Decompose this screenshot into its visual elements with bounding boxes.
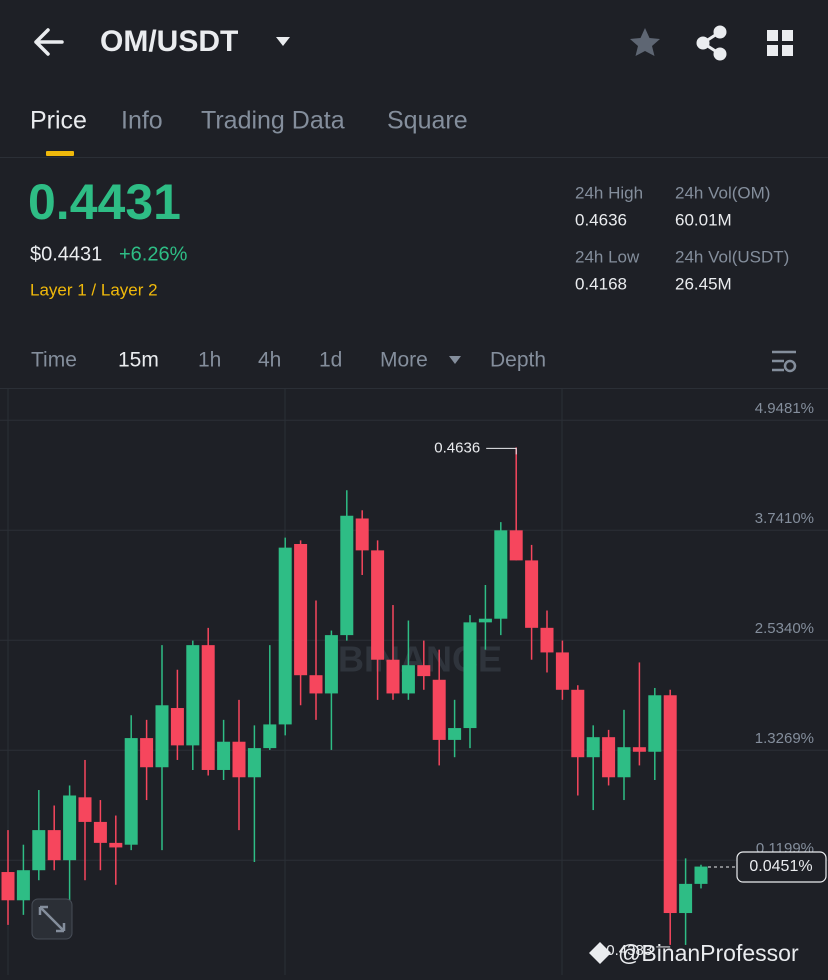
tab[interactable]: Info	[121, 107, 163, 135]
candle-body	[371, 550, 385, 660]
stat-value: 0.4168	[575, 274, 627, 293]
interval[interactable]: 4h	[258, 349, 281, 372]
candle-body	[386, 659, 400, 694]
price-change: +6.26%	[119, 243, 188, 265]
candle-body	[355, 518, 369, 551]
stat-value: 26.45M	[675, 274, 732, 293]
candle-body	[663, 695, 677, 914]
stat-label: 24h Low	[575, 247, 640, 266]
candle-body	[109, 842, 123, 848]
candle-body	[140, 738, 154, 768]
interval[interactable]: 15m	[118, 349, 159, 372]
current-price-box	[736, 851, 827, 883]
stat-value: 60.01M	[675, 210, 732, 229]
candle-body	[417, 665, 431, 677]
candle-body	[309, 675, 323, 694]
candle-body	[494, 530, 508, 619]
high-marker: 0.4636	[434, 439, 480, 456]
candle-body	[278, 547, 292, 725]
stat-value: 0.4636	[575, 210, 627, 229]
candle-body	[463, 622, 477, 729]
high-marker-line	[486, 447, 517, 455]
tags[interactable]: Layer 1 / Layer 2	[30, 280, 158, 299]
y-tick-label: 4.9481%	[755, 400, 814, 417]
tab[interactable]: Trading Data	[201, 107, 345, 135]
candle-body	[478, 618, 492, 623]
chart-settings-icon[interactable]	[772, 350, 797, 373]
candle-body	[540, 627, 554, 653]
candle-body	[247, 748, 261, 778]
interval[interactable]: More	[380, 349, 428, 372]
candle-body	[232, 741, 246, 778]
tab[interactable]: Square	[387, 107, 468, 135]
candle-body	[509, 530, 523, 561]
candle-body	[602, 737, 616, 778]
interval[interactable]: 1d	[319, 349, 342, 372]
candle-body	[324, 635, 338, 694]
back-button[interactable]	[34, 28, 64, 56]
candle-body	[32, 830, 46, 871]
candle-body	[617, 747, 631, 778]
candle-body	[47, 830, 61, 861]
y-tick-label: 2.5340%	[755, 620, 814, 637]
candle-body	[632, 747, 646, 752]
y-tick-label: 3.7410%	[755, 510, 814, 527]
candle-body	[679, 883, 693, 914]
credit: @BinanProfessor	[618, 940, 799, 966]
candle-body	[555, 652, 569, 690]
candle-body	[401, 665, 415, 694]
candle-body	[294, 543, 308, 676]
usd-price: $0.4431	[30, 243, 102, 265]
menu-icon[interactable]	[767, 30, 793, 56]
candle-body	[432, 679, 446, 740]
candle-body	[63, 795, 77, 861]
stat-label: 24h Vol(USDT)	[675, 247, 789, 266]
interval[interactable]: 1h	[198, 349, 221, 372]
candle-body	[340, 515, 354, 636]
candle-body	[1, 872, 15, 901]
current-price-label: 0.0451%	[749, 858, 812, 875]
candle-body	[217, 741, 231, 770]
candle-body	[186, 645, 200, 746]
stat-label: 24h Vol(OM)	[675, 183, 770, 202]
y-tick-label: 1.3269%	[755, 730, 814, 747]
candle-body	[78, 797, 92, 822]
candle-body	[170, 708, 184, 746]
candle-body	[16, 870, 30, 901]
interval[interactable]: Depth	[490, 349, 546, 372]
candle-body	[448, 728, 462, 740]
more-dropdown[interactable]	[449, 356, 461, 364]
low-marker: 0.4383	[606, 942, 652, 959]
pair-dropdown[interactable]	[276, 37, 290, 46]
tab-indicator	[46, 151, 74, 156]
pair-title[interactable]: OM/USDT	[100, 25, 238, 58]
tab[interactable]: Price	[30, 107, 87, 135]
last-price: 0.4431	[28, 174, 181, 230]
candle-body	[525, 560, 539, 628]
candle-body	[648, 695, 662, 752]
favorite-icon[interactable]	[630, 28, 660, 56]
candle-body	[694, 866, 708, 884]
interval[interactable]: Time	[31, 349, 77, 372]
candle-body	[263, 724, 277, 749]
candle-body	[124, 738, 138, 845]
candle-body	[201, 645, 215, 770]
credit-logo	[589, 942, 611, 964]
candle-body	[155, 705, 169, 768]
share-icon[interactable]	[696, 25, 727, 61]
stat-label: 24h High	[575, 183, 643, 202]
candle-body	[571, 689, 585, 758]
candle-body	[586, 737, 600, 758]
candle-body	[93, 821, 107, 843]
expand-button[interactable]	[31, 898, 73, 940]
